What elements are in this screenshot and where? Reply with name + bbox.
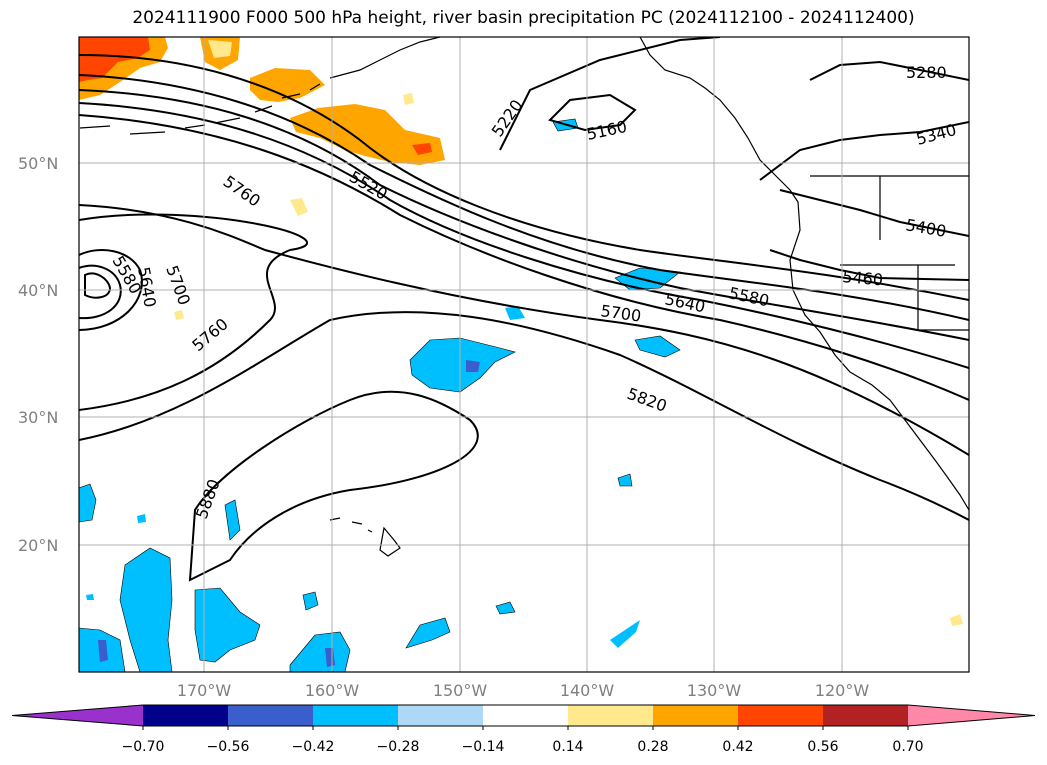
latitude-labels: 50°N 40°N 30°N 20°N — [18, 154, 58, 555]
colorbar-tick-label: −0.56 — [207, 739, 250, 755]
colorbar-box — [483, 705, 568, 726]
lon-label-150w: 150°W — [433, 681, 488, 700]
lon-label-170w: 170°W — [177, 681, 232, 700]
colorbar-tick-label: −0.28 — [377, 739, 420, 755]
longitude-labels: 170°W 160°W 150°W 140°W 130°W 120°W — [177, 681, 870, 700]
colorbar-extend-min — [12, 705, 143, 726]
colorbar-tick-label: −0.70 — [122, 739, 165, 755]
lat-label-50n: 50°N — [18, 154, 58, 173]
colorbar-tick-label: 0.42 — [722, 739, 753, 755]
colorbar-box — [228, 705, 313, 726]
colorbar-ticks: −0.70 −0.56 −0.42 −0.28 −0.14 0.14 0.28 0.42 0.5… — [122, 726, 924, 755]
colorbar-box — [398, 705, 483, 726]
coastlines — [79, 37, 969, 557]
lon-label-130w: 130°W — [687, 681, 742, 700]
lat-label-40n: 40°N — [18, 281, 58, 300]
lat-label-30n: 30°N — [18, 408, 58, 427]
lon-label-140w: 140°W — [560, 681, 615, 700]
colorbar-box — [313, 705, 398, 726]
colorbar-box — [738, 705, 823, 726]
colorbar-tick-label: 0.70 — [892, 739, 923, 755]
contour-label-5280: 5280 — [906, 63, 947, 82]
map-background — [79, 37, 969, 672]
colorbar-box — [568, 705, 653, 726]
map-frame — [78, 36, 970, 673]
colorbar-tick-label: 0.56 — [807, 739, 838, 755]
colorbar-box — [143, 705, 228, 726]
colorbar-tick-label: 0.28 — [637, 739, 668, 755]
colorbar-tick-label: −0.42 — [292, 739, 335, 755]
colorbar-tick-label: −0.14 — [462, 739, 505, 755]
colorbar-extend-max — [908, 705, 1035, 726]
colorbar — [11, 704, 1036, 727]
lon-label-120w: 120°W — [815, 681, 870, 700]
colorbar-box — [653, 705, 738, 726]
colorbar-box — [823, 705, 908, 726]
contour-label-5460: 5460 — [842, 267, 884, 289]
map-title: 2024111900 F000 500 hPa height, river ba… — [132, 8, 915, 28]
lon-label-160w: 160°W — [305, 681, 360, 700]
gridlines — [79, 37, 969, 672]
colorbar-tick-label: 0.14 — [552, 739, 583, 755]
height-contours — [79, 37, 969, 582]
precip-negative-shading — [79, 118, 681, 672]
lat-label-20n: 20°N — [18, 536, 58, 555]
